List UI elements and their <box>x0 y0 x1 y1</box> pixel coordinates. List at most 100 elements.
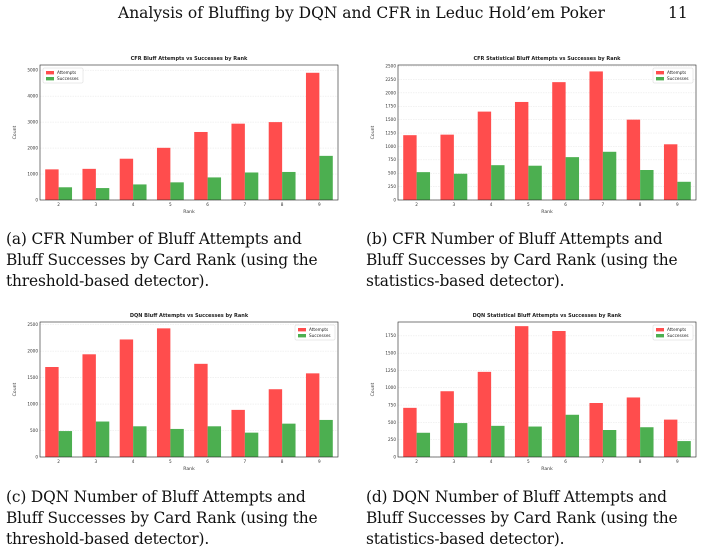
legend-swatch-successes <box>656 77 664 81</box>
chart-title: CFR Statistical Bluff Attempts vs Succes… <box>473 56 621 62</box>
bar-attempts-rank-3 <box>82 168 96 200</box>
legend-swatch-successes <box>656 334 664 338</box>
bar-successes-rank-2 <box>416 432 431 457</box>
bar-successes-rank-8 <box>640 170 654 200</box>
legend-swatch-attempts <box>656 71 664 75</box>
x-tick-label: 2 <box>415 459 418 464</box>
bar-attempts-rank-8 <box>268 122 283 200</box>
bar-attempts-rank-4 <box>119 158 134 200</box>
chart-title: CFR Bluff Attempts vs Successes by Rank <box>131 56 248 62</box>
x-tick-label: 6 <box>564 459 567 464</box>
running-title: Analysis of Bluffing by DQN and CFR in L… <box>118 4 605 22</box>
y-tick-label: 1500 <box>27 375 38 380</box>
bar-successes-rank-4 <box>133 184 147 200</box>
y-axis-label: Count <box>12 125 18 139</box>
chart-dqn-threshold: DQN Bluff Attempts vs Successes by Rank 0… <box>12 313 339 472</box>
x-tick-label: 4 <box>132 459 135 464</box>
y-tick-label: 750 <box>388 402 396 407</box>
bar-attempts-rank-5 <box>514 101 529 200</box>
figure-d: DQN Statistical Bluff Attempts vs Succes… <box>364 309 704 479</box>
y-tick-label: 1500 <box>385 351 396 356</box>
bar-successes-rank-3 <box>95 421 110 457</box>
bar-successes-rank-5 <box>528 165 542 200</box>
legend-label-attempts: Attempts <box>309 327 328 332</box>
legend-swatch-attempts <box>46 71 54 75</box>
y-axis-label: Count <box>370 382 376 396</box>
bar-attempts-rank-3 <box>440 134 454 200</box>
bar-successes-rank-3 <box>453 173 468 200</box>
bar-attempts-rank-4 <box>477 111 492 200</box>
x-tick-label: 6 <box>206 202 209 207</box>
bar-successes-rank-5 <box>170 182 184 200</box>
bar-successes-rank-3 <box>453 423 468 457</box>
plot-frame <box>39 321 339 458</box>
y-tick-label: 0 <box>35 197 38 202</box>
y-tick-label: 0 <box>393 454 396 459</box>
plot-frame <box>397 321 697 458</box>
bar-successes-rank-7 <box>244 432 259 457</box>
bar-attempts-rank-8 <box>626 119 641 200</box>
bar-attempts-rank-4 <box>119 339 134 457</box>
legend-swatch-attempts <box>298 328 306 332</box>
bar-attempts-rank-3 <box>440 391 454 457</box>
y-tick-label: 250 <box>388 437 396 442</box>
y-tick-label: 500 <box>388 171 396 176</box>
bar-successes-rank-8 <box>640 427 654 457</box>
y-tick-label: 1000 <box>385 385 396 390</box>
bar-successes-rank-2 <box>58 187 73 200</box>
chart-title: DQN Bluff Attempts vs Successes by Rank <box>130 313 249 319</box>
legend-label-attempts: Attempts <box>667 327 686 332</box>
x-tick-label: 5 <box>527 459 530 464</box>
x-tick-label: 4 <box>132 202 135 207</box>
y-tick-label: 2250 <box>385 77 396 82</box>
x-axis-label: Rank <box>541 209 553 215</box>
bar-attempts-rank-7 <box>589 71 603 200</box>
bar-attempts-rank-5 <box>156 147 171 200</box>
x-tick-label: 8 <box>639 202 642 207</box>
y-tick-label: 500 <box>388 420 396 425</box>
chart-dqn-statistical: DQN Statistical Bluff Attempts vs Succes… <box>370 313 697 472</box>
bar-successes-rank-6 <box>565 414 580 457</box>
caption-c: (c) DQN Number of Bluff Attempts and Blu… <box>6 488 318 548</box>
legend-label-successes: Successes <box>57 76 79 81</box>
x-tick-label: 3 <box>95 459 98 464</box>
x-tick-label: 5 <box>169 202 172 207</box>
y-tick-label: 2500 <box>385 63 396 68</box>
x-tick-label: 9 <box>676 459 679 464</box>
x-tick-label: 7 <box>244 202 247 207</box>
x-axis-label: Rank <box>541 466 553 472</box>
chart-cfr-statistical: CFR Statistical Bluff Attempts vs Succes… <box>370 56 697 215</box>
bar-successes-rank-9 <box>677 181 691 200</box>
x-tick-label: 3 <box>95 202 98 207</box>
bar-successes-rank-7 <box>602 151 617 200</box>
y-tick-label: 500 <box>30 428 38 433</box>
legend-swatch-successes <box>46 77 54 81</box>
bar-successes-rank-2 <box>416 172 431 200</box>
y-tick-label: 1250 <box>385 130 396 135</box>
x-tick-label: 7 <box>602 202 605 207</box>
figure-a: CFR Bluff Attempts vs Successes by Rank 0… <box>6 52 346 222</box>
bar-successes-rank-3 <box>95 188 110 200</box>
y-tick-label: 1500 <box>385 117 396 122</box>
y-tick-label: 4000 <box>27 94 38 99</box>
x-tick-label: 2 <box>415 202 418 207</box>
x-tick-label: 6 <box>206 459 209 464</box>
bar-attempts-rank-9 <box>305 72 320 200</box>
bar-attempts-rank-7 <box>589 403 603 457</box>
bar-successes-rank-9 <box>677 441 691 457</box>
y-tick-label: 1750 <box>385 333 396 338</box>
bar-successes-rank-7 <box>602 430 617 457</box>
x-tick-label: 9 <box>318 459 321 464</box>
x-tick-label: 9 <box>676 202 679 207</box>
bar-attempts-rank-9 <box>663 419 678 457</box>
bar-attempts-rank-5 <box>514 326 529 457</box>
figure-b: CFR Statistical Bluff Attempts vs Succes… <box>364 52 704 222</box>
x-tick-label: 2 <box>57 202 60 207</box>
y-tick-label: 0 <box>35 454 38 459</box>
y-axis-label: Count <box>370 125 376 139</box>
bar-attempts-rank-4 <box>477 371 492 457</box>
